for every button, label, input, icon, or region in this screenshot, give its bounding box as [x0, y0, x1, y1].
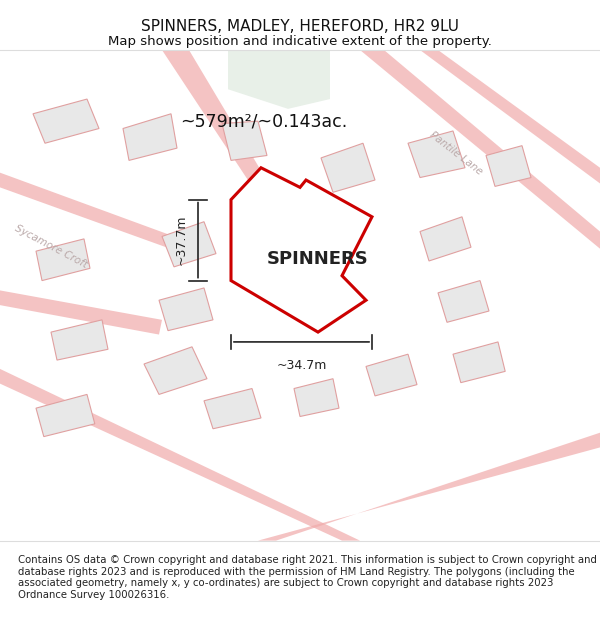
Polygon shape — [0, 173, 177, 251]
Polygon shape — [36, 394, 95, 437]
Polygon shape — [204, 389, 261, 429]
Text: SPINNERS: SPINNERS — [267, 249, 369, 268]
Polygon shape — [159, 288, 213, 331]
Text: ~37.7m: ~37.7m — [174, 215, 187, 266]
Polygon shape — [162, 50, 312, 263]
Polygon shape — [366, 354, 417, 396]
Polygon shape — [231, 168, 372, 332]
Text: ~34.7m: ~34.7m — [277, 359, 326, 372]
Polygon shape — [408, 131, 465, 178]
Polygon shape — [486, 146, 531, 186]
Polygon shape — [258, 432, 600, 541]
Polygon shape — [0, 369, 360, 541]
Polygon shape — [321, 143, 375, 192]
Polygon shape — [438, 281, 489, 322]
Text: SPINNERS, MADLEY, HEREFORD, HR2 9LU: SPINNERS, MADLEY, HEREFORD, HR2 9LU — [141, 19, 459, 34]
Polygon shape — [420, 50, 600, 184]
Text: Pantile Lane: Pantile Lane — [428, 129, 484, 177]
Polygon shape — [453, 342, 505, 382]
Polygon shape — [228, 50, 330, 109]
Polygon shape — [162, 222, 216, 267]
Text: Sycamore Croft: Sycamore Croft — [13, 223, 89, 269]
Polygon shape — [294, 379, 339, 416]
Polygon shape — [33, 99, 99, 143]
Text: Map shows position and indicative extent of the property.: Map shows position and indicative extent… — [108, 35, 492, 48]
Polygon shape — [144, 347, 207, 394]
Polygon shape — [0, 291, 162, 334]
Polygon shape — [420, 217, 471, 261]
Polygon shape — [51, 320, 108, 360]
Text: ~579m²/~0.143ac.: ~579m²/~0.143ac. — [180, 112, 347, 130]
Polygon shape — [36, 239, 90, 281]
Polygon shape — [360, 50, 600, 249]
Polygon shape — [222, 121, 267, 161]
Text: Contains OS data © Crown copyright and database right 2021. This information is : Contains OS data © Crown copyright and d… — [18, 555, 597, 600]
Polygon shape — [123, 114, 177, 161]
